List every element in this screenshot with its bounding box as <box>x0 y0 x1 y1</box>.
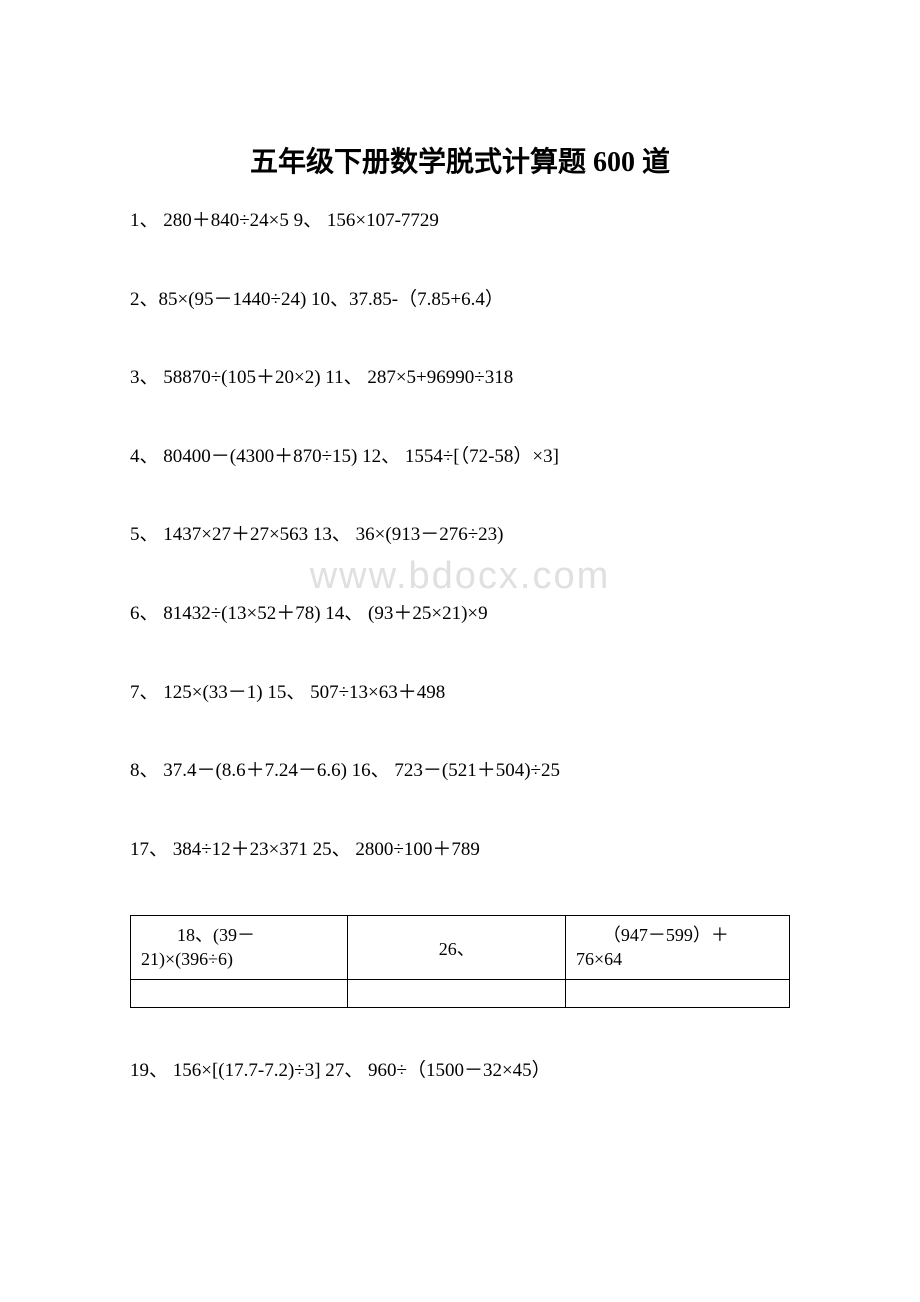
problem-line-3: 3、 58870÷(105＋20×2) 11、 287×5+96990÷318 <box>130 365 790 392</box>
cell-1-line-2: 21)×(396÷6) <box>141 949 233 969</box>
problem-line-6: 6、 81432÷(13×52＋78) 14、 (93＋25×21)×9 <box>130 601 790 628</box>
table-cell-2: 26、 <box>348 916 565 980</box>
empty-cell-2 <box>348 980 565 1008</box>
problem-line-2: 2、85×(95－1440÷24) 10、37.85-（7.85+6.4） <box>130 287 790 314</box>
problem-line-7: 7、 125×(33－1) 15、 507÷13×63＋498 <box>130 680 790 707</box>
problem-line-1: 1、 280＋840÷24×5 9、 156×107-7729 <box>130 208 790 235</box>
page-title: 五年级下册数学脱式计算题 600 道 <box>130 140 790 180</box>
cell-3-line-1: （947－599）＋ <box>576 925 729 945</box>
cell-3-line-2: 76×64 <box>576 949 622 969</box>
problem-line-9: 17、 384÷12＋23×371 25、 2800÷100＋789 <box>130 837 790 864</box>
problem-line-4: 4、 80400－(4300＋870÷15) 12、 1554÷[（72-58）… <box>130 444 790 471</box>
table-row: 18、(39－ 21)×(396÷6) 26、 （947－599）＋ 76×64 <box>131 916 790 980</box>
problem-table: 18、(39－ 21)×(396÷6) 26、 （947－599）＋ 76×64 <box>130 915 790 1008</box>
problem-table-container: 18、(39－ 21)×(396÷6) 26、 （947－599）＋ 76×64 <box>130 915 790 1008</box>
table-cell-3: （947－599）＋ 76×64 <box>565 916 789 980</box>
empty-cell-3 <box>565 980 789 1008</box>
cell-1-line-1: 18、(39－ <box>141 925 255 945</box>
problem-line-10: 19、 156×[(17.7-7.2)÷3] 27、 960÷（1500－32×… <box>130 1058 790 1085</box>
problem-line-5: 5、 1437×27＋27×563 13、 36×(913－276÷23) <box>130 522 790 549</box>
table-cell-1: 18、(39－ 21)×(396÷6) <box>131 916 348 980</box>
document-content: 五年级下册数学脱式计算题 600 道 1、 280＋840÷24×5 9、 15… <box>130 140 790 1085</box>
problem-line-8: 8、 37.4－(8.6＋7.24－6.6) 16、 723－(521＋504)… <box>130 758 790 785</box>
table-empty-row <box>131 980 790 1008</box>
empty-cell-1 <box>131 980 348 1008</box>
